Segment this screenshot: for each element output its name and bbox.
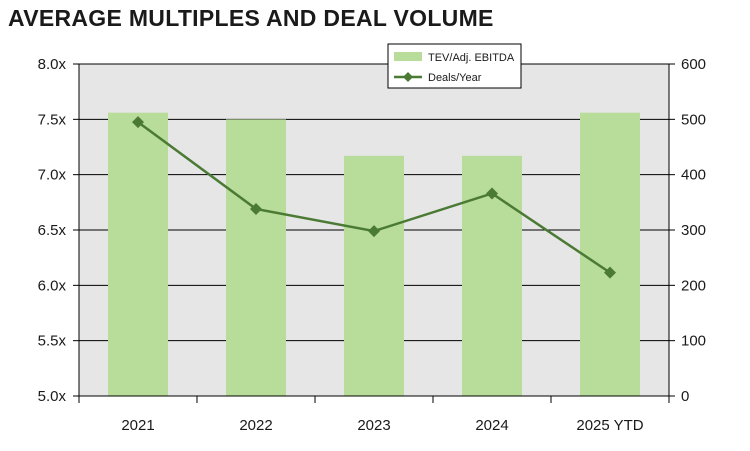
right-tick-label: 200	[681, 277, 706, 294]
right-tick-label: 100	[681, 333, 706, 350]
chart-title: AVERAGE MULTIPLES AND DEAL VOLUME	[8, 5, 494, 31]
right-tick-label: 400	[681, 167, 706, 184]
legend-label-bars: TEV/Adj. EBITDA	[428, 52, 515, 64]
bar	[108, 112, 168, 397]
line-point	[132, 116, 144, 129]
legend-box	[387, 43, 522, 89]
bar	[344, 155, 404, 396]
right-tick-label: 300	[681, 222, 706, 239]
left-tick-label: 7.0x	[38, 167, 67, 184]
line-series	[132, 116, 616, 279]
left-tick-label: 5.0x	[38, 388, 67, 405]
line-point	[604, 266, 616, 279]
legend: TEV/Adj. EBITDA Deals/Year	[387, 43, 522, 89]
legend-label-line: Deals/Year	[428, 72, 482, 84]
right-tick-label: 600	[681, 56, 706, 73]
x-axis-ticks: 2021 2022 2023 2024 2025 YTD	[121, 417, 643, 434]
x-tick-label: 2024	[475, 417, 508, 434]
left-tick-label: 8.0x	[38, 56, 67, 73]
bar-series	[108, 112, 640, 397]
left-axis-ticks: 5.0x 5.5x 6.0x 6.5x 7.0x 7.5x 8.0x	[38, 56, 79, 405]
legend-swatch-bar	[394, 52, 422, 61]
right-tick-label: 500	[681, 111, 706, 128]
legend-swatch-marker	[403, 72, 413, 82]
line-point	[250, 202, 262, 215]
left-tick-label: 6.5x	[38, 222, 67, 239]
line-point	[368, 225, 380, 238]
line-point	[486, 187, 498, 200]
bar	[226, 119, 286, 396]
x-tick-label: 2023	[357, 417, 390, 434]
x-tick-label: 2021	[121, 417, 154, 434]
bar	[580, 112, 640, 397]
right-axis-ticks: 0 100 200 300 400 500 600	[669, 56, 706, 405]
right-tick-label: 0	[681, 388, 689, 405]
left-tick-label: 6.0x	[38, 277, 67, 294]
x-tick-label: 2025 YTD	[576, 417, 643, 434]
left-tick-label: 5.5x	[38, 333, 67, 350]
x-tick-label: 2022	[239, 417, 272, 434]
left-tick-label: 7.5x	[38, 111, 67, 128]
